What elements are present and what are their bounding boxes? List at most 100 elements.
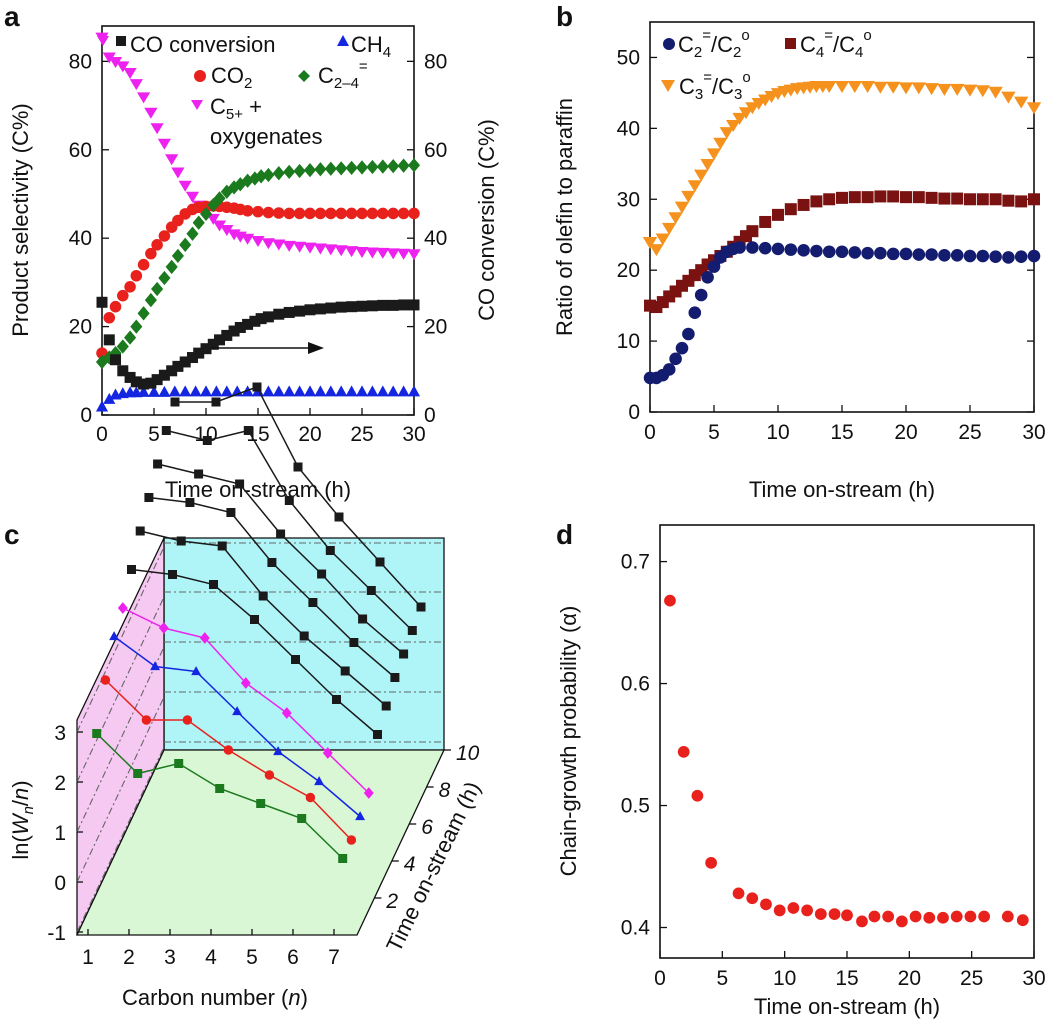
panel-a-point-co-conversion (346, 301, 358, 313)
panel-a-point-co2 (325, 207, 337, 220)
panel-b-point-c3-c3o (988, 86, 1003, 99)
panel-d-point (841, 909, 853, 922)
panel-a-point-co2 (345, 207, 358, 220)
panel-b-point-c4-c4o (925, 191, 938, 204)
panel-c-point-8-h (235, 479, 245, 489)
panel-a-point-c2-4 (158, 270, 171, 286)
panel-b-point-c3-c3o (668, 212, 683, 225)
panel-a-point-c2-4 (407, 158, 421, 173)
panel-d-point (773, 904, 786, 917)
panel-b-marks (642, 81, 1042, 385)
panel-a-point-c5-oxygenates (102, 52, 116, 64)
panel-a-point-c5-oxygenates (116, 61, 130, 73)
panel-a-point-ch4 (376, 385, 389, 397)
panel-a-point-ch4 (189, 385, 202, 397)
panel-c-point-4-h (117, 602, 128, 614)
panel-c-point-6-h (135, 526, 145, 536)
panel-b-ytick-label: 40 (617, 117, 640, 140)
panel-b-ytick-label: 10 (617, 330, 640, 353)
panel-b-point-c2-c2o (662, 363, 676, 376)
panel-a-point-c2-4 (262, 167, 275, 183)
panel-d-point (677, 745, 690, 758)
panel-c-marks (92, 382, 426, 863)
panel-c-point-4-h (281, 707, 292, 719)
panel-b-point-c2-c2o (861, 246, 874, 260)
panel-c-point-7-h (185, 498, 195, 507)
panel-c-point-1-h (338, 854, 348, 863)
panel-a-point-c2-4 (151, 281, 164, 297)
panel-c-point-6-h (381, 701, 391, 711)
panel-b-point-c4-c4o (989, 193, 1002, 206)
panel-c-point-5-h (209, 580, 218, 589)
panel-d-point (1001, 910, 1014, 923)
panel-a-point-c5-oxygenates (165, 154, 179, 166)
panel-c-point-5-h (291, 655, 300, 664)
panel-a-point-c2-4 (130, 319, 143, 334)
panel-c-point-9-h (325, 546, 335, 555)
panel-a-point-c2-4 (376, 159, 389, 174)
panel-a-point-c5-oxygenates (355, 247, 369, 259)
panel-b-point-c2-c2o (1014, 250, 1028, 264)
panel-a-point-c5-oxygenates (345, 246, 359, 258)
panel-c-side-gridline (76, 596, 165, 783)
panel-a-point-c2-4 (397, 158, 410, 173)
panel-c-point-4-h (240, 677, 251, 689)
panel-b-point-c2-c2o (1027, 249, 1041, 263)
panel-a-point-c2-4 (228, 180, 241, 195)
panel-a-xtick-label: 10 (194, 423, 217, 446)
panel-d-ytick-label: 0.6 (621, 673, 650, 696)
panel-a-point-c5-oxygenates (137, 92, 151, 104)
panel-b-point-c3-c3o (694, 169, 709, 182)
panel-a-point-c5-oxygenates (407, 249, 421, 261)
panel-b-point-c4-c4o (772, 208, 784, 221)
panel-a-point-co2 (158, 230, 171, 242)
panel-d-point (828, 908, 841, 920)
panel-c-point-1-h (92, 729, 102, 738)
panel-c-point-5-h (332, 695, 341, 704)
panel-c-point-3-h (232, 706, 243, 716)
panel-d-point (1016, 914, 1029, 927)
panel-a-point-c2-4 (171, 248, 184, 264)
panel-a-point-co2 (109, 300, 122, 313)
legend-ch4: CH4 (351, 32, 391, 61)
panel-a-point-c5-oxygenates (171, 167, 185, 179)
panel-a-point-co2 (356, 207, 368, 220)
panel-a-point-co2 (397, 207, 410, 220)
panel-a-point-c2-4 (179, 237, 192, 252)
panel-a-point-co2 (377, 207, 389, 220)
panel-d-xtick-label: 0 (654, 967, 666, 990)
legend-co2: CO2 (211, 63, 252, 92)
panel-c-point-1-h (297, 814, 307, 823)
panel-a-point-ch4 (303, 385, 317, 397)
panel-a-point-co-conversion (408, 299, 420, 311)
panel-c-point-2-h (264, 770, 275, 780)
legend-marker-c5-oxygenates-a (97, 36, 109, 46)
panel-c-point-3-h (191, 666, 202, 676)
panel-c-point-7-h (390, 673, 400, 682)
panel-c-ylabel: ln(Wn/n) (8, 780, 37, 859)
panel-a-point-c2-4 (241, 173, 254, 188)
panel-c-point-3-h (355, 811, 366, 821)
panel-a-point-co2 (151, 239, 163, 251)
panel-a-point-c5-oxygenates (220, 224, 234, 236)
panel-a-point-c5-oxygenates (157, 138, 171, 150)
panel-a-point-c5-oxygenates (185, 191, 200, 203)
legend-c4-ratio: C4=/C4o (800, 27, 872, 61)
panel-d-point (909, 910, 922, 923)
legend-marker-co2 (194, 70, 206, 82)
panel-a-point-ch4 (397, 385, 410, 397)
panel-a-point-co-conversion (172, 360, 184, 372)
panel-b-point-c3-c3o (1014, 96, 1029, 109)
panel-a-point-ch4 (210, 385, 223, 397)
panel-a-ytick-label: 60 (69, 139, 92, 162)
panel-a-point-co-conversion (314, 303, 326, 315)
panel-a-ytick-label: 0 (80, 404, 92, 427)
panel-c-point-6-h (299, 631, 309, 641)
panel-a-point-co2 (252, 205, 264, 218)
panel-a-point-co-conversion (117, 365, 129, 377)
panel-a-point-ch4 (293, 385, 306, 397)
panel-b-ylabel: Ratio of olefin to paraffin (552, 98, 577, 336)
panel-a-point-co-conversion (325, 302, 337, 314)
panel-c-point-2-h (141, 715, 152, 725)
